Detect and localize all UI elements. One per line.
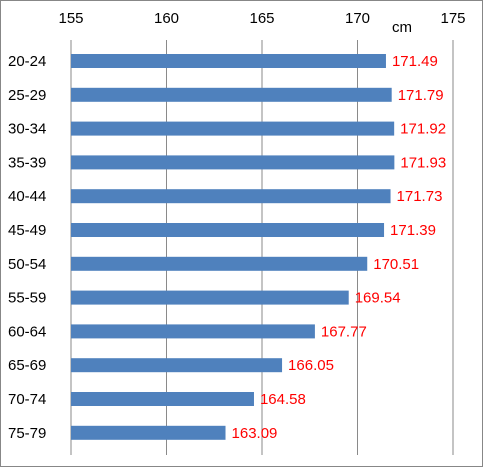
bar: [71, 189, 391, 204]
category-label: 25-29: [8, 87, 46, 104]
bar: [71, 425, 226, 440]
unit-label: cm: [392, 19, 412, 36]
bar: [71, 324, 315, 339]
bar: [71, 290, 349, 305]
bar: [71, 358, 283, 373]
bar: [71, 256, 368, 271]
category-label: 30-34: [8, 121, 46, 138]
value-label: 164.58: [260, 391, 306, 408]
x-tick-label: 155: [58, 10, 83, 27]
category-label: 45-49: [8, 222, 46, 239]
gridlines: [70, 40, 454, 455]
category-label: 40-44: [8, 188, 46, 205]
value-label: 171.92: [400, 121, 446, 138]
value-label: 171.79: [398, 87, 444, 104]
value-label: 171.39: [390, 222, 436, 239]
bar: [71, 155, 395, 170]
category-label: 50-54: [8, 256, 46, 273]
x-tick-label: 175: [440, 10, 465, 27]
category-label: 65-69: [8, 357, 46, 374]
bar: [71, 121, 395, 136]
category-label: 35-39: [8, 154, 46, 171]
category-label: 75-79: [8, 425, 46, 442]
value-label: 170.51: [373, 256, 419, 273]
x-tick-label: 160: [154, 10, 179, 27]
value-label: 169.54: [355, 290, 401, 307]
value-labels: 171.49 171.79 171.92 171.93 171.73 171.39 170.…: [232, 53, 447, 442]
bar: [71, 54, 386, 68]
value-label: 171.73: [397, 188, 443, 205]
value-label: 163.09: [232, 425, 278, 442]
x-tick-label: 165: [249, 10, 274, 27]
category-label: 55-59: [8, 290, 46, 307]
value-label: 171.93: [400, 154, 446, 171]
value-label: 167.77: [321, 323, 367, 340]
bar: [71, 223, 385, 237]
category-labels: 20-24 25-29 30-34 35-39 40-44 45-49 50-54 55-59…: [8, 53, 46, 442]
bar: [71, 392, 254, 406]
x-tick-label: 170: [345, 10, 370, 27]
category-label: 20-24: [8, 53, 46, 70]
x-axis-ticks: 155 160 165 170 175: [58, 10, 465, 27]
value-label: 166.05: [288, 357, 334, 374]
value-label: 171.49: [392, 53, 438, 70]
bar: [71, 87, 392, 102]
bars: [71, 54, 395, 440]
category-label: 60-64: [8, 323, 46, 340]
category-label: 70-74: [8, 391, 46, 408]
